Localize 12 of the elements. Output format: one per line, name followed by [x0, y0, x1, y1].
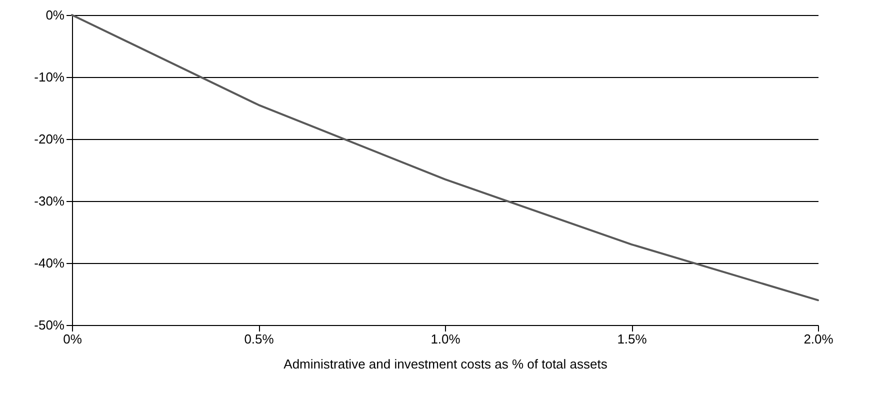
x-tick-label: 0.5% [244, 332, 274, 346]
y-tick-label: -30% [34, 194, 65, 208]
x-tick-label: 2.0% [804, 332, 834, 346]
y-tick-label: -50% [34, 318, 65, 332]
x-axis-title: Administrative and investment costs as % of total assets [284, 356, 608, 372]
y-tick-label: -20% [34, 132, 65, 146]
x-tick-label: 1.0% [430, 332, 461, 346]
x-tick-label: 0% [63, 332, 82, 346]
x-tick-label: 1.5% [617, 332, 648, 346]
y-tick-label: 0% [46, 8, 65, 22]
y-tick-label: -40% [34, 256, 65, 270]
y-tick-label: -10% [34, 70, 65, 84]
